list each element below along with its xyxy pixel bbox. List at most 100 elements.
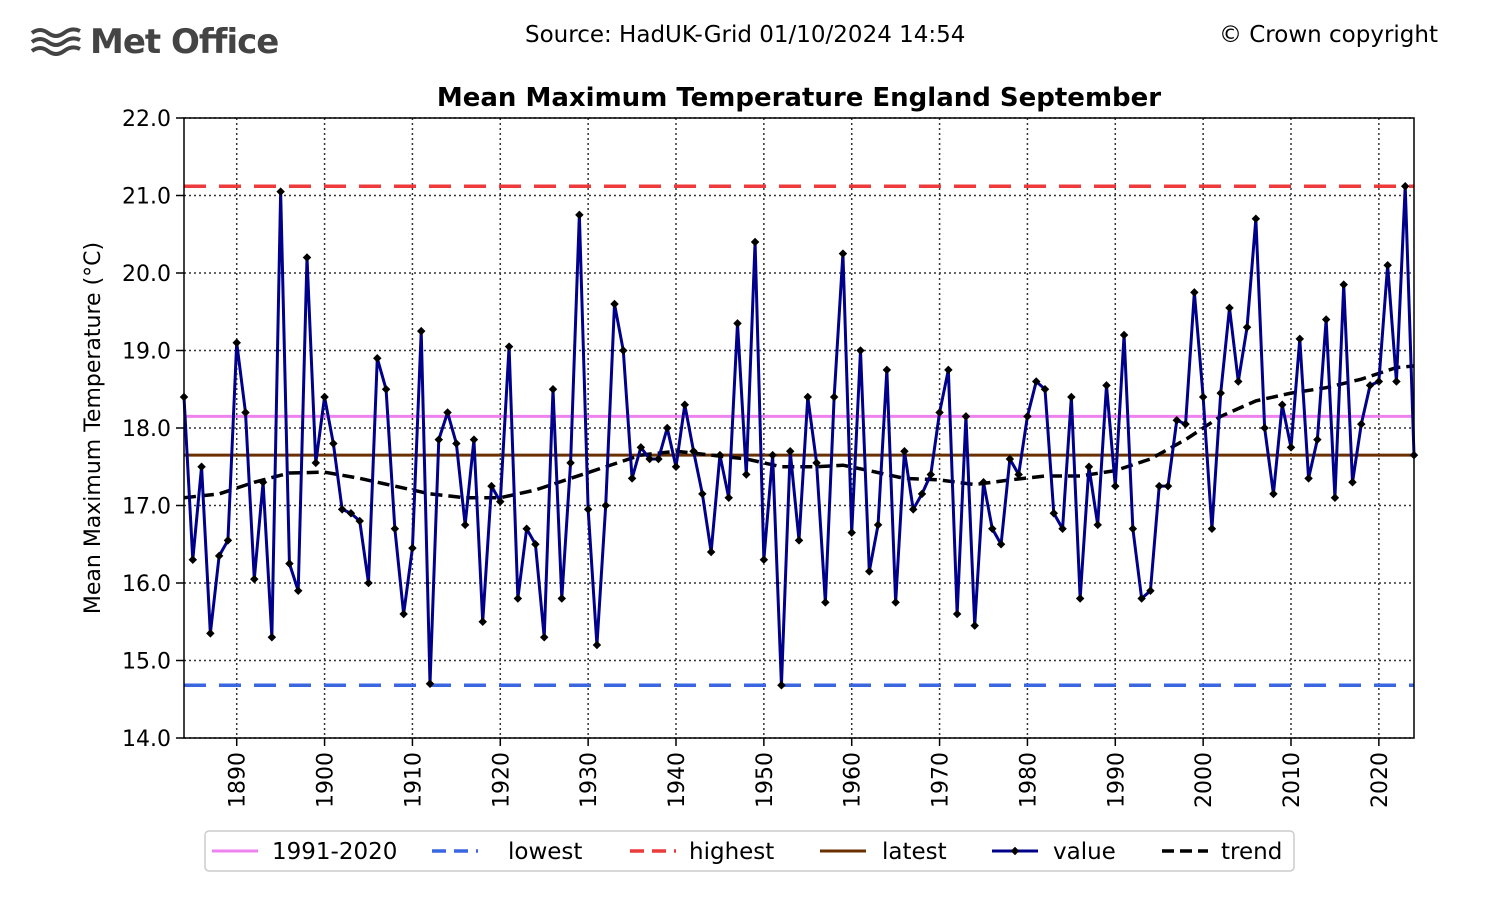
value-point (575, 210, 584, 220)
value-point (838, 249, 848, 258)
value-point (478, 617, 487, 626)
met-office-wave-icon (30, 27, 81, 56)
value-point (1304, 474, 1313, 483)
value-point (1119, 330, 1129, 340)
value-point (188, 555, 198, 564)
value-point (434, 435, 444, 444)
value-point (311, 458, 321, 468)
x-tick-label: 1930 (577, 752, 602, 808)
value-point (1014, 470, 1023, 479)
value-point (197, 462, 206, 471)
value-point (293, 586, 303, 595)
x-tick-label: 2000 (1192, 752, 1217, 808)
value-point (1295, 334, 1305, 344)
legend-lowest-label: lowest (508, 839, 582, 865)
value-point (689, 447, 698, 456)
value-point (531, 540, 540, 549)
value-point (276, 187, 285, 196)
value-point (1128, 524, 1138, 533)
value-point (917, 489, 927, 499)
value-point (1374, 377, 1384, 386)
value-point (759, 555, 769, 564)
value-point (645, 454, 654, 464)
chart-title: Mean Maximum Temperature England Septemb… (437, 83, 1161, 113)
value-point (496, 497, 505, 506)
value-line (182, 184, 1416, 687)
y-tick-label: 20.0 (122, 262, 171, 287)
value-point (346, 509, 356, 518)
value-point (1137, 594, 1146, 603)
value-point (654, 454, 663, 464)
value-point (487, 481, 496, 491)
value-point (610, 299, 619, 309)
legend: 1991-2020 lowest highest latest value trend (204, 830, 1295, 872)
value-point (1190, 288, 1199, 297)
met-office-logo: Met Office (30, 22, 279, 62)
value-point (821, 598, 830, 607)
value-point (1339, 280, 1348, 289)
value-point (698, 489, 707, 499)
value-point (504, 342, 514, 351)
value-point (1067, 392, 1076, 402)
value-point (733, 319, 742, 328)
value-point (671, 462, 681, 471)
value-point (1348, 478, 1357, 487)
value-point (706, 547, 716, 557)
plot-frame (183, 117, 1415, 739)
value-point (416, 326, 426, 336)
value-point (601, 501, 610, 510)
value-point (891, 598, 900, 607)
value-point (355, 516, 364, 526)
value-point (1154, 481, 1164, 491)
value-point (329, 439, 338, 448)
value-point (1365, 381, 1375, 390)
legend-value-label: value (1053, 839, 1116, 865)
value-point (302, 253, 312, 262)
value-point (785, 447, 795, 456)
value-point (557, 594, 567, 603)
y-tick-label: 18.0 (122, 417, 171, 442)
y-tick-label: 15.0 (122, 650, 171, 675)
value-point (715, 450, 725, 460)
value-point (970, 621, 979, 630)
value-point (1172, 416, 1182, 425)
value-point (1330, 493, 1340, 502)
value-point (452, 439, 461, 448)
value-point (232, 338, 241, 347)
trend-line (183, 364, 1415, 500)
legend-1991-2020-label: 1991-2020 (272, 839, 397, 865)
x-tick-label: 1910 (401, 752, 426, 808)
value-point (469, 435, 479, 444)
value-point (522, 524, 531, 533)
value-point (320, 392, 329, 402)
x-tick-label: 1940 (665, 752, 690, 808)
value-point (1005, 454, 1015, 464)
x-tick-label: 1920 (489, 752, 514, 808)
value-point (1040, 385, 1050, 394)
value-point (425, 679, 435, 688)
legend-box (204, 830, 1295, 872)
value-point (847, 528, 856, 537)
value-point (1207, 524, 1217, 533)
value-point (399, 609, 408, 619)
value-point (1383, 261, 1392, 270)
value-point (1075, 594, 1085, 603)
value-point (408, 543, 417, 553)
value-point (873, 520, 883, 530)
value-point (443, 408, 452, 417)
value-point (768, 450, 777, 460)
value-point (662, 423, 672, 433)
value-point (1313, 435, 1322, 444)
y-axis-label: Mean Maximum Temperature (°C) (81, 242, 106, 614)
value-point (1031, 377, 1041, 386)
source-label: Source: HadUK-Grid 01/10/2024 14:54 (525, 22, 966, 48)
value-point (1181, 419, 1190, 429)
value-point (460, 520, 470, 530)
value-point (206, 629, 215, 638)
value-point (829, 392, 839, 402)
value-point (1102, 381, 1111, 390)
value-point (1049, 509, 1059, 518)
value-point (1023, 412, 1032, 421)
value-point (680, 400, 690, 409)
value-point (882, 365, 892, 375)
